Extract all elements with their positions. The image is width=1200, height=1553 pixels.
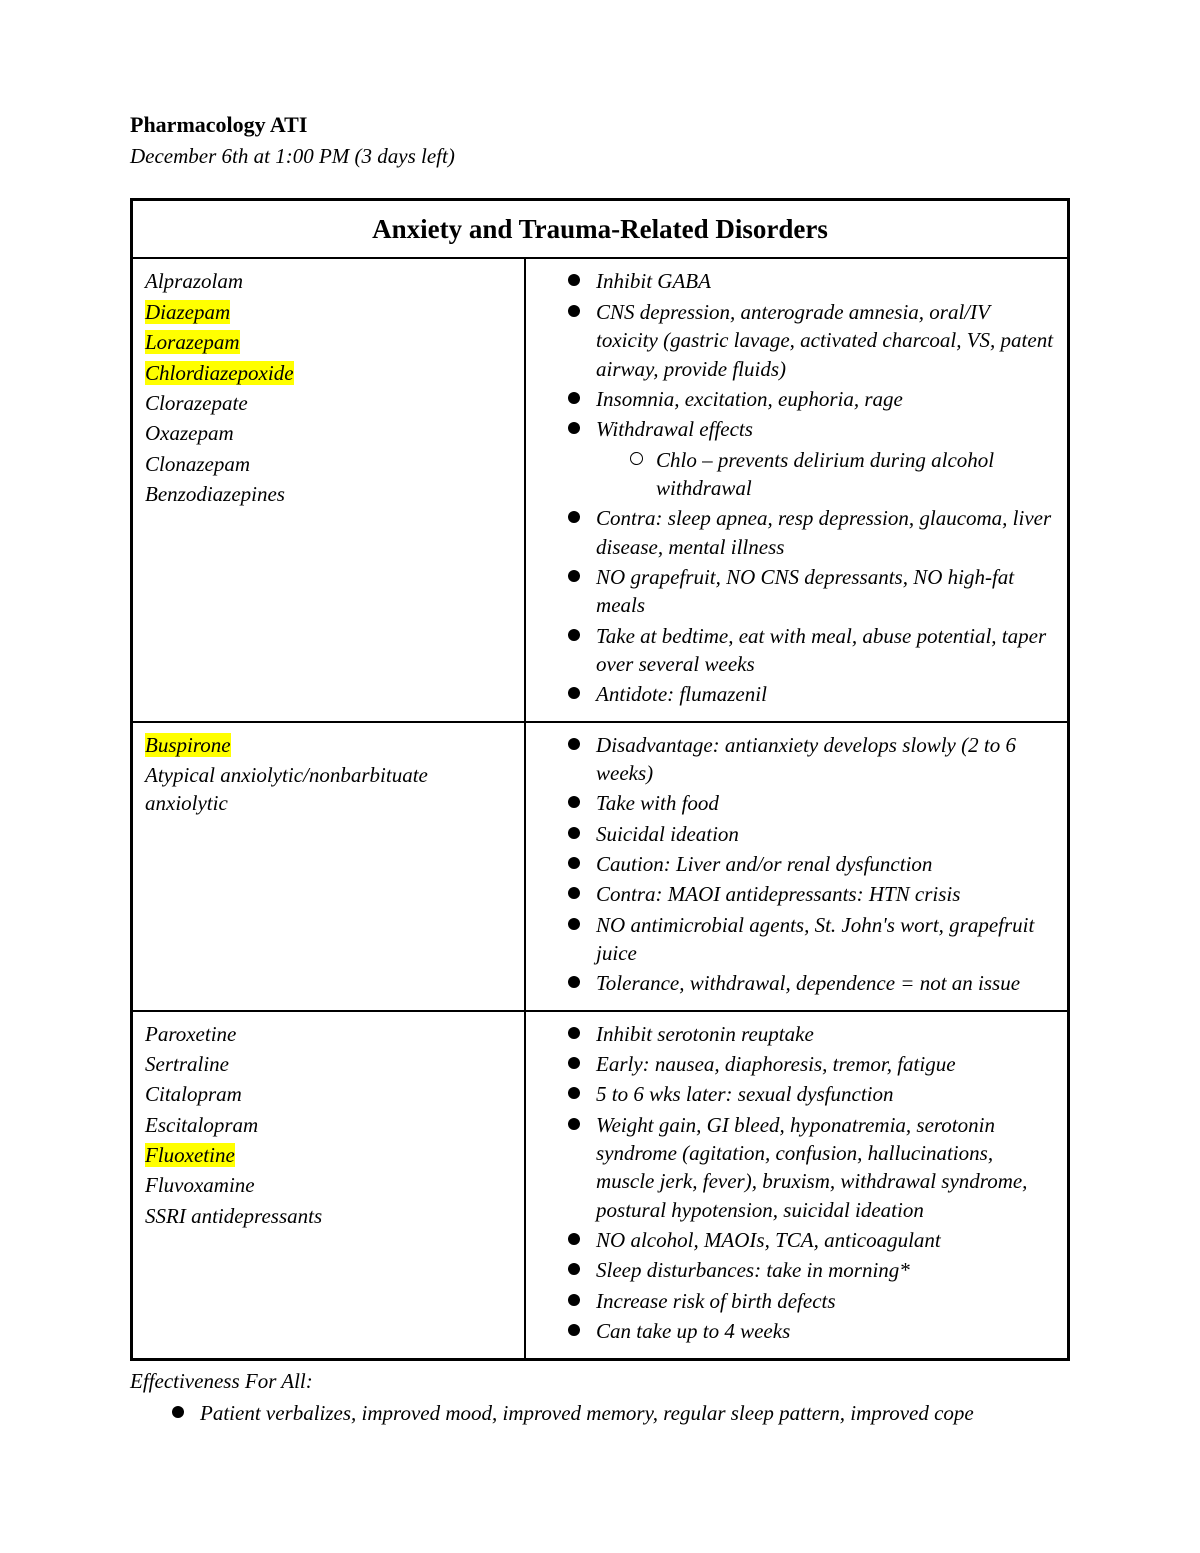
footer-title: Effectiveness For All:: [130, 1367, 1070, 1395]
footer-bullets: Patient verbalizes, improved mood, impro…: [130, 1399, 1070, 1427]
bullet-text: Contra: MAOI antidepressants: HTN crisis: [596, 882, 960, 906]
doc-title: Pharmacology ATI: [130, 110, 1070, 140]
highlighted-drug: Chlordiazepoxide: [145, 361, 294, 385]
highlighted-drug: Buspirone: [145, 733, 231, 757]
section-header: Anxiety and Trauma-Related Disorders: [132, 200, 1069, 259]
drug-name: Citalopram: [145, 1080, 512, 1108]
page: Pharmacology ATI December 6th at 1:00 PM…: [0, 0, 1200, 1553]
bullet-item: Weight gain, GI bleed, hyponatremia, ser…: [568, 1111, 1055, 1224]
bullet-list: Inhibit GABA CNS depression, anterograde …: [538, 267, 1055, 708]
bullet-text: CNS depression, anterograde amnesia, ora…: [596, 300, 1053, 381]
bullet-item: Caution: Liver and/or renal dysfunction: [568, 850, 1055, 878]
drug-name: Benzodiazepines: [145, 480, 512, 508]
bullet-item: Withdrawal effects Chlo – prevents deliri…: [568, 415, 1055, 502]
bullet-text: Sleep disturbances: take in morning*: [596, 1258, 910, 1282]
main-table: Anxiety and Trauma-Related Disorders Alp…: [130, 198, 1070, 1360]
bullet-list: Disadvantage: antianxiety develops slowl…: [538, 731, 1055, 998]
bullet-item: NO grapefruit, NO CNS depressants, NO hi…: [568, 563, 1055, 620]
bullet-text: Antidote: flumazenil: [596, 682, 767, 706]
table-row: Buspirone Atypical anxiolytic/nonbarbitua…: [132, 722, 1069, 1011]
info-cell: Inhibit serotonin reuptake Early: nausea,…: [525, 1011, 1068, 1359]
drug-name: Alprazolam: [145, 267, 512, 295]
bullet-text: Contra: sleep apnea, resp depression, gl…: [596, 506, 1051, 558]
bullet-text: NO alcohol, MAOIs, TCA, anticoagulant: [596, 1228, 941, 1252]
highlighted-drug: Lorazepam: [145, 330, 240, 354]
table-row: Alprazolam Diazepam Lorazepam Chlordiazepox…: [132, 258, 1069, 721]
bullet-item: Contra: sleep apnea, resp depression, gl…: [568, 504, 1055, 561]
drug-name: Buspirone: [145, 731, 512, 759]
sub-bullet-item: Chlo – prevents delirium during alcohol …: [630, 446, 1055, 503]
drug-name: Escitalopram: [145, 1111, 512, 1139]
bullet-text: Inhibit GABA: [596, 269, 711, 293]
bullet-item: Antidote: flumazenil: [568, 680, 1055, 708]
sub-bullet-list: Chlo – prevents delirium during alcohol …: [596, 446, 1055, 503]
bullet-text: Withdrawal effects: [596, 417, 753, 441]
bullet-item: Contra: MAOI antidepressants: HTN crisis: [568, 880, 1055, 908]
bullet-item: Early: nausea, diaphoresis, tremor, fati…: [568, 1050, 1055, 1078]
bullet-item: Suicidal ideation: [568, 820, 1055, 848]
bullet-text: Increase risk of birth defects: [596, 1289, 836, 1313]
doc-subtitle: December 6th at 1:00 PM (3 days left): [130, 142, 1070, 170]
bullet-text: Caution: Liver and/or renal dysfunction: [596, 852, 932, 876]
bullet-text: NO grapefruit, NO CNS depressants, NO hi…: [596, 565, 1014, 617]
drug-name: Paroxetine: [145, 1020, 512, 1048]
bullet-item: NO alcohol, MAOIs, TCA, anticoagulant: [568, 1226, 1055, 1254]
bullet-text: Take at bedtime, eat with meal, abuse po…: [596, 624, 1046, 676]
bullet-item: Sleep disturbances: take in morning*: [568, 1256, 1055, 1284]
drug-name: Clonazepam: [145, 450, 512, 478]
bullet-item: Inhibit GABA: [568, 267, 1055, 295]
bullet-item: NO antimicrobial agents, St. John's wort…: [568, 911, 1055, 968]
bullet-text: NO antimicrobial agents, St. John's wort…: [596, 913, 1034, 965]
footer-bullet: Patient verbalizes, improved mood, impro…: [172, 1399, 1070, 1427]
bullet-item: Take with food: [568, 789, 1055, 817]
bullet-text: 5 to 6 wks later: sexual dysfunction: [596, 1082, 893, 1106]
bullet-text: Tolerance, withdrawal, dependence = not …: [596, 971, 1020, 995]
bullet-item: Increase risk of birth defects: [568, 1287, 1055, 1315]
bullet-item: Disadvantage: antianxiety develops slowl…: [568, 731, 1055, 788]
bullet-item: Can take up to 4 weeks: [568, 1317, 1055, 1345]
bullet-item: Tolerance, withdrawal, dependence = not …: [568, 969, 1055, 997]
bullet-text: Take with food: [596, 791, 719, 815]
drug-name: Clorazepate: [145, 389, 512, 417]
highlighted-drug: Fluoxetine: [145, 1143, 235, 1167]
highlighted-drug: Diazepam: [145, 300, 230, 324]
bullet-text: Early: nausea, diaphoresis, tremor, fati…: [596, 1052, 956, 1076]
bullet-item: Insomnia, excitation, euphoria, rage: [568, 385, 1055, 413]
drug-cell: ParoxetineSertralineCitalopram Escitalopr…: [132, 1011, 526, 1359]
drug-name: Oxazepam: [145, 419, 512, 447]
bullet-item: 5 to 6 wks later: sexual dysfunction: [568, 1080, 1055, 1108]
drug-cell: Buspirone Atypical anxiolytic/nonbarbitua…: [132, 722, 526, 1011]
drug-name: Atypical anxiolytic/nonbarbituate anxiol…: [145, 761, 512, 818]
table-row: ParoxetineSertralineCitalopram Escitalopr…: [132, 1011, 1069, 1359]
bullet-text: Insomnia, excitation, euphoria, rage: [596, 387, 903, 411]
drug-name: Diazepam: [145, 298, 512, 326]
drug-name: Fluvoxamine: [145, 1171, 512, 1199]
bullet-text: Inhibit serotonin reuptake: [596, 1022, 814, 1046]
bullet-text: Disadvantage: antianxiety develops slowl…: [596, 733, 1016, 785]
bullet-list: Inhibit serotonin reuptake Early: nausea,…: [538, 1020, 1055, 1346]
bullet-text: Suicidal ideation: [596, 822, 739, 846]
bullet-item: Inhibit serotonin reuptake: [568, 1020, 1055, 1048]
info-cell: Disadvantage: antianxiety develops slowl…: [525, 722, 1068, 1011]
table-body: Alprazolam Diazepam Lorazepam Chlordiazepox…: [132, 258, 1069, 1359]
footer-block: Effectiveness For All: Patient verbalize…: [130, 1367, 1070, 1428]
bullet-item: CNS depression, anterograde amnesia, ora…: [568, 298, 1055, 383]
drug-name: SSRI antidepressants: [145, 1202, 512, 1230]
drug-name: Lorazepam: [145, 328, 512, 356]
bullet-item: Take at bedtime, eat with meal, abuse po…: [568, 622, 1055, 679]
drug-name: Chlordiazepoxide: [145, 359, 512, 387]
drug-name: Sertraline: [145, 1050, 512, 1078]
info-cell: Inhibit GABA CNS depression, anterograde …: [525, 258, 1068, 721]
drug-cell: Alprazolam Diazepam Lorazepam Chlordiazepox…: [132, 258, 526, 721]
bullet-text: Can take up to 4 weeks: [596, 1319, 790, 1343]
drug-name: Fluoxetine: [145, 1141, 512, 1169]
bullet-text: Weight gain, GI bleed, hyponatremia, ser…: [596, 1113, 1027, 1222]
